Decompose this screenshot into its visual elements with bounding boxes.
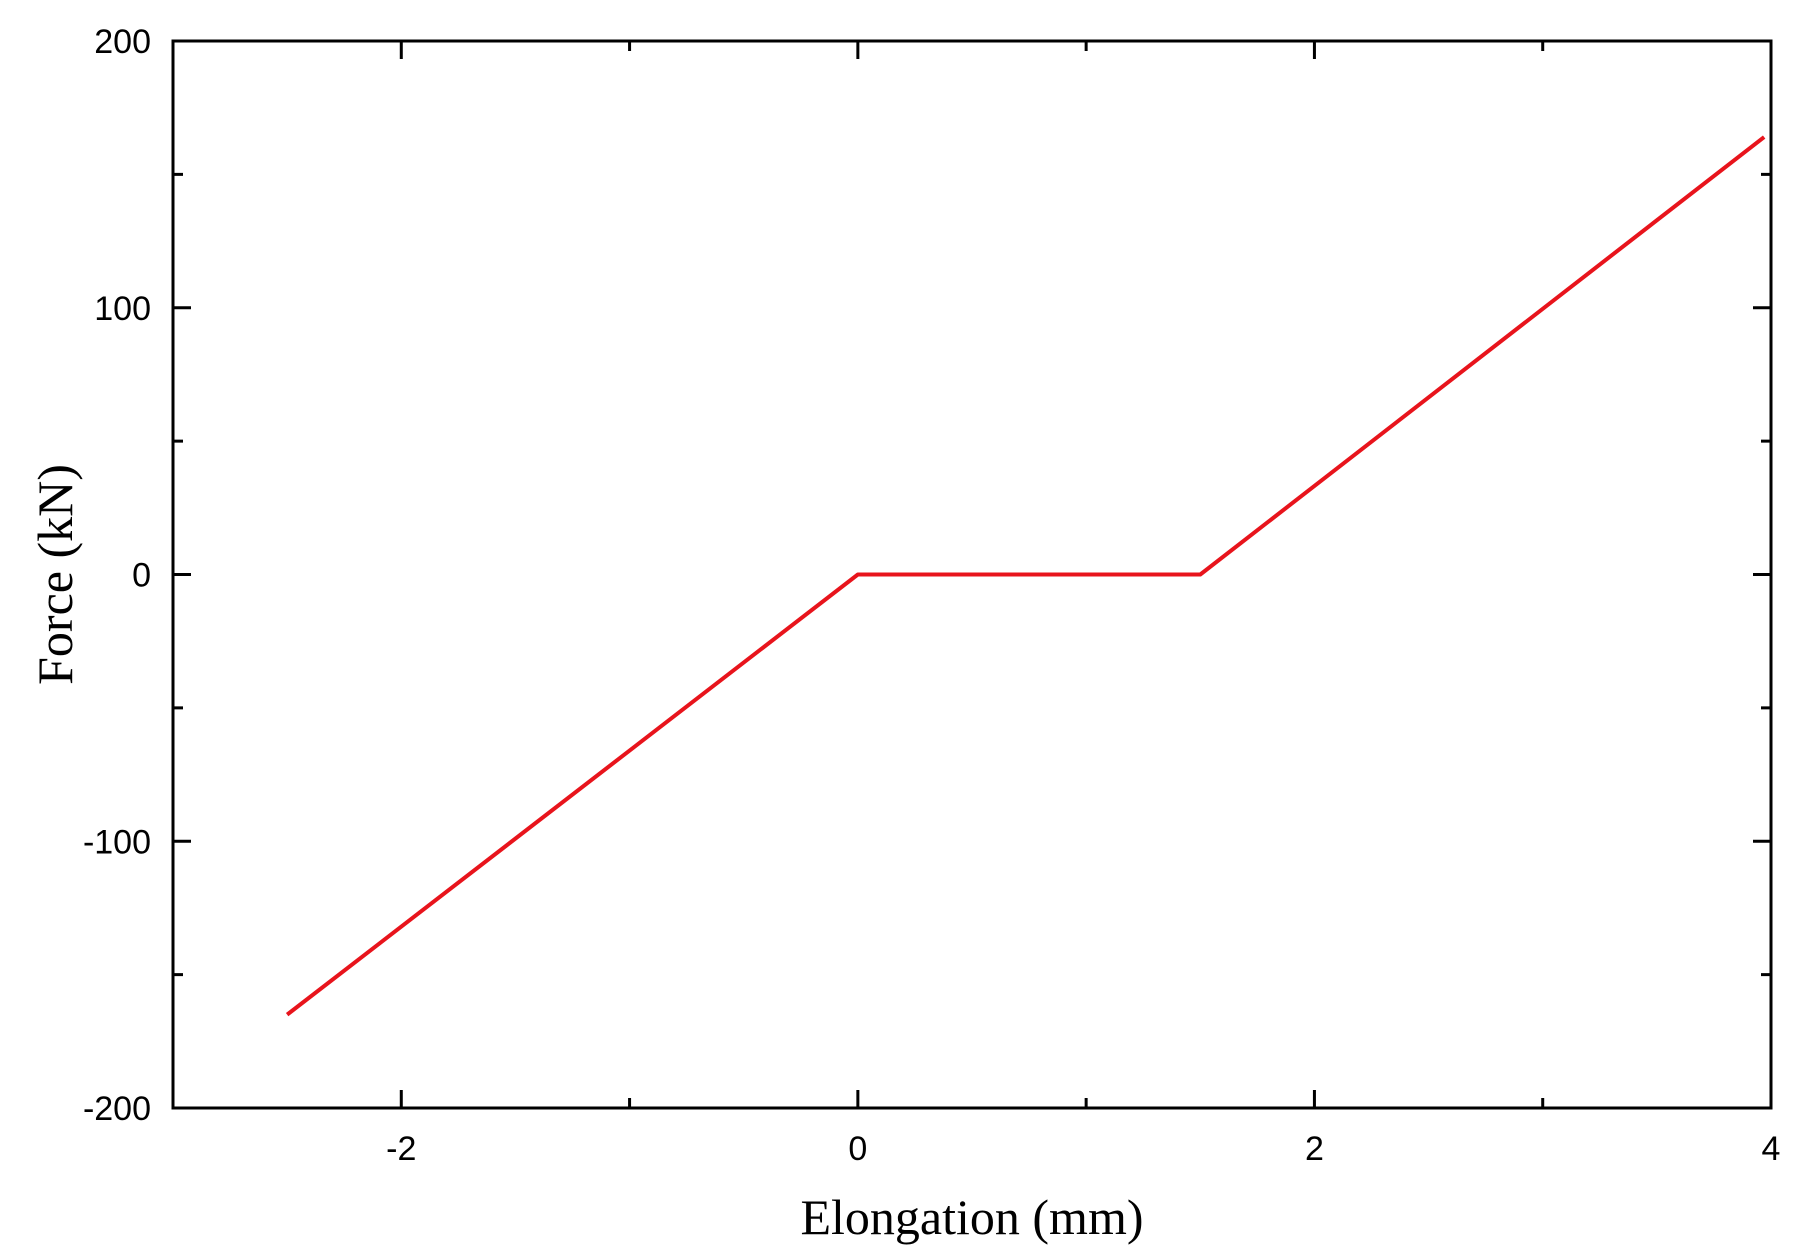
y-axis-title: Force (kN) bbox=[27, 464, 83, 685]
x-tick-label: 4 bbox=[1762, 1130, 1781, 1168]
y-tick-label: 0 bbox=[132, 557, 151, 595]
y-tick-label: -200 bbox=[83, 1090, 151, 1128]
y-tick-label: 200 bbox=[94, 23, 151, 61]
x-tick-label: -2 bbox=[386, 1130, 416, 1168]
series-line bbox=[285, 135, 1766, 1017]
x-tick-label: 2 bbox=[1305, 1130, 1324, 1168]
x-axis-title: Elongation (mm) bbox=[801, 1189, 1144, 1245]
y-tick-label: -100 bbox=[83, 823, 151, 861]
plot-frame bbox=[171, 39, 1773, 1110]
y-tick-label: 100 bbox=[94, 290, 151, 328]
x-tick-label: 0 bbox=[848, 1130, 867, 1168]
series-group bbox=[285, 135, 1766, 1017]
tick-labels: -2 0 2 4 -200 -100 0 100 200 bbox=[83, 23, 1781, 1168]
